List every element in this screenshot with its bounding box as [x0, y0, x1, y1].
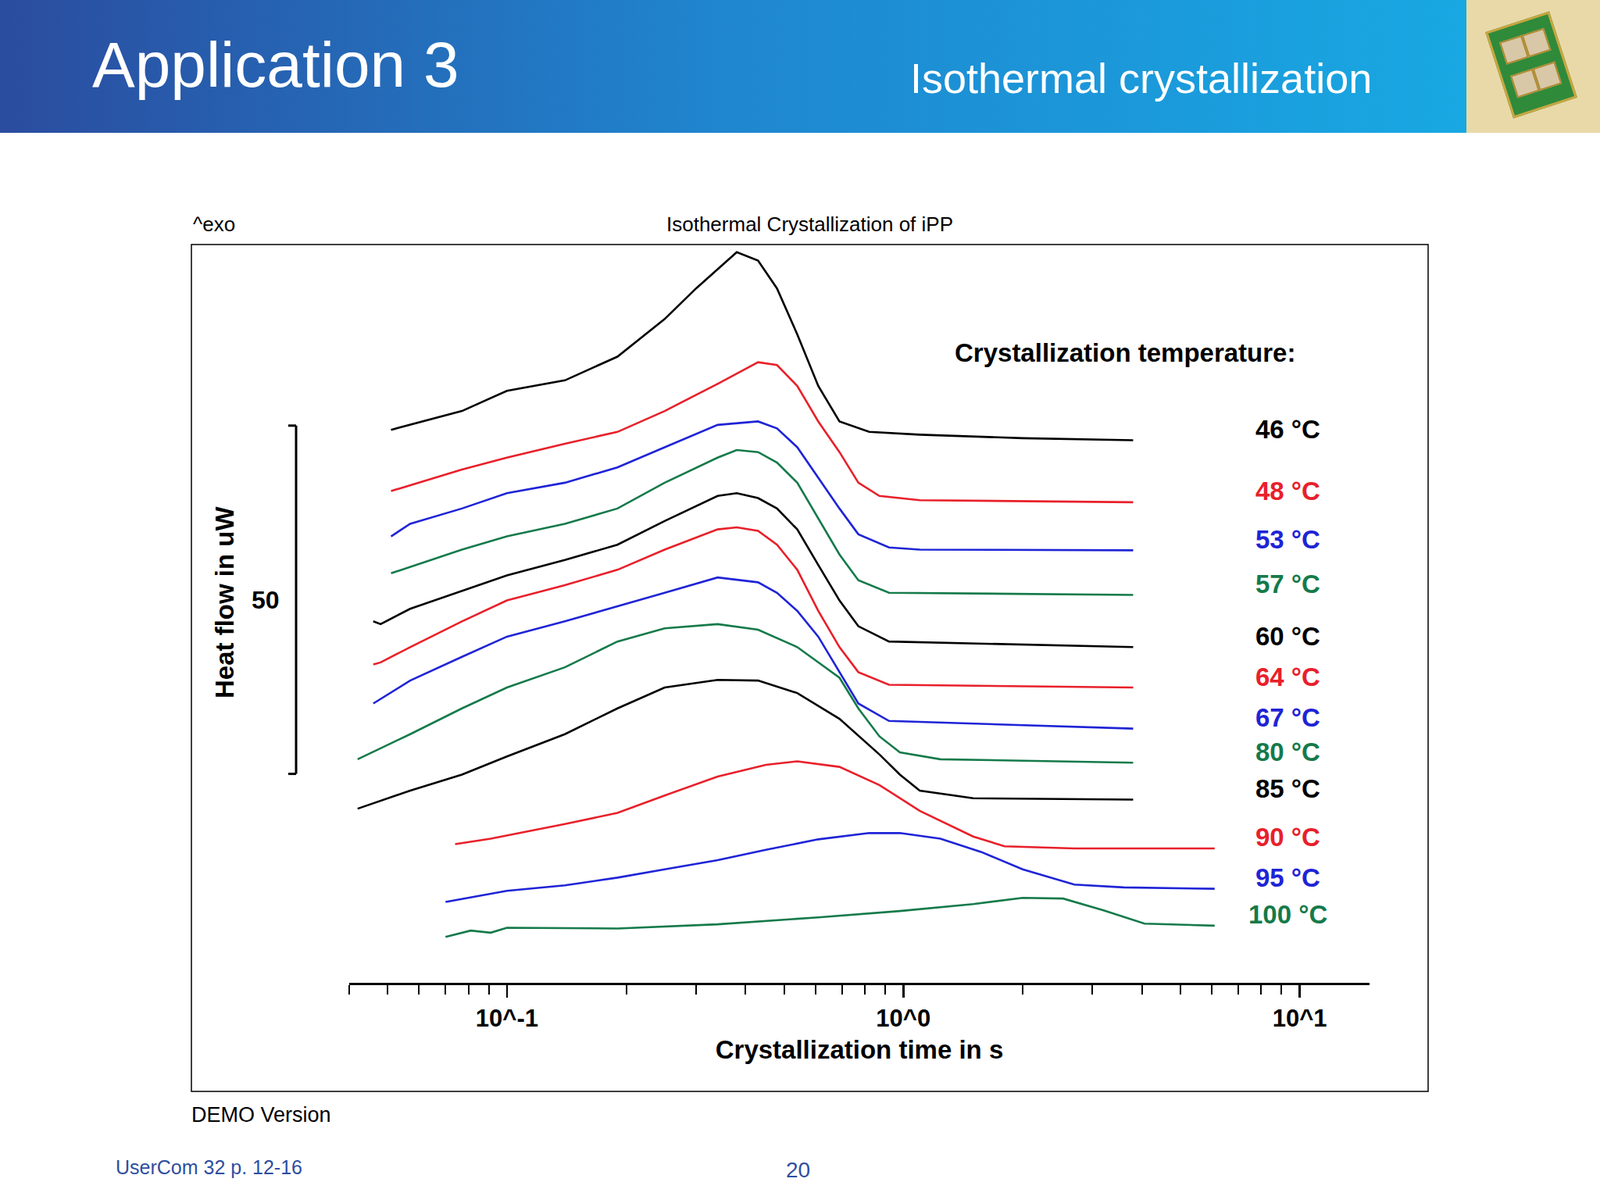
svg-text:67 °C: 67 °C [1255, 703, 1321, 733]
svg-text:Heat flow in uW: Heat flow in uW [210, 506, 240, 700]
svg-text:60 °C: 60 °C [1255, 621, 1321, 651]
svg-text:Crystallization time in s: Crystallization time in s [715, 1035, 1004, 1065]
svg-text:10^-1: 10^-1 [475, 1004, 539, 1033]
svg-text:57 °C: 57 °C [1255, 569, 1321, 599]
svg-text:48 °C: 48 °C [1255, 476, 1321, 506]
html-text:UserCom 32 p. 12-16: UserCom 32 p. 12-16 [115, 1156, 303, 1179]
svg-text:50: 50 [251, 585, 280, 615]
svg-text:90 °C: 90 °C [1255, 822, 1321, 852]
svg-text:100 °C: 100 °C [1248, 900, 1328, 929]
svg-text:80 °C: 80 °C [1255, 737, 1321, 767]
svg-text:95 °C: 95 °C [1255, 863, 1321, 893]
svg-text:Crystallization temperature:: Crystallization temperature: [954, 338, 1296, 368]
html-text:Isothermal crystallization: Isothermal crystallization [910, 54, 1373, 102]
svg-text:53 °C: 53 °C [1255, 525, 1321, 554]
html-text:DEMO Version: DEMO Version [191, 1103, 331, 1127]
svg-text:10^1: 10^1 [1272, 1004, 1328, 1033]
svg-text:10^0: 10^0 [875, 1004, 931, 1033]
html-text:Application 3: Application 3 [92, 28, 459, 100]
svg-text:^exo: ^exo [192, 212, 236, 236]
html-text:20: 20 [785, 1157, 811, 1183]
svg-text:85 °C: 85 °C [1255, 774, 1321, 804]
svg-text:Isothermal Crystallization of: Isothermal Crystallization of iPP [666, 212, 954, 236]
svg-text:46 °C: 46 °C [1255, 414, 1321, 444]
svg-text:64 °C: 64 °C [1255, 662, 1321, 692]
